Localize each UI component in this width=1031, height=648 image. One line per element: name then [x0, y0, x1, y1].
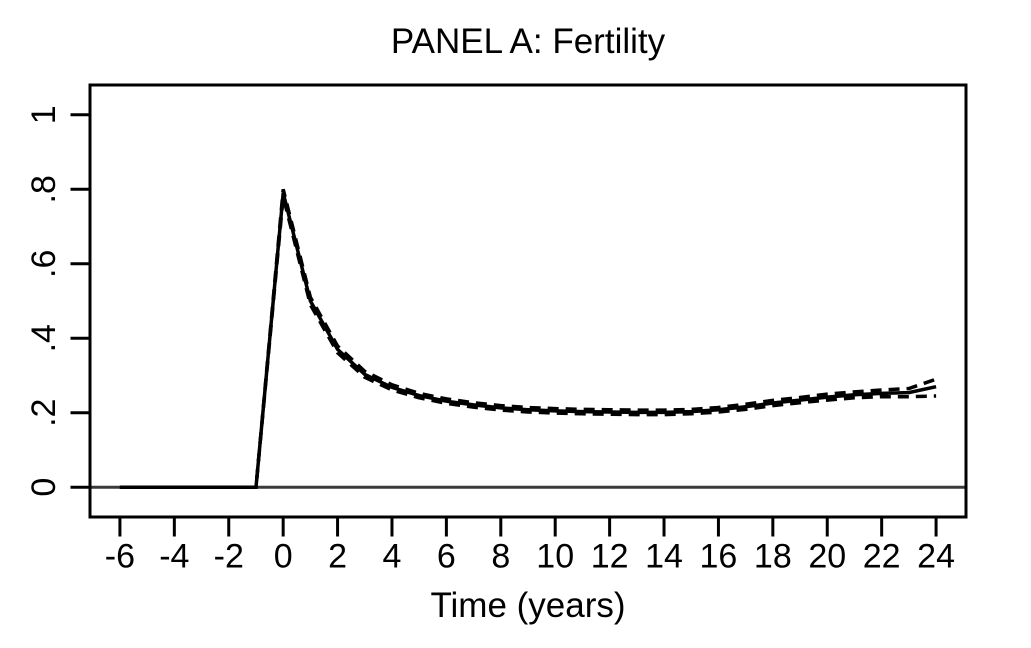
y-tick-label: .2	[25, 399, 63, 427]
x-tick-label: 8	[491, 538, 510, 576]
y-tick-label: .4	[25, 324, 63, 352]
x-tick-label: -2	[214, 538, 244, 576]
y-tick-label: .6	[25, 250, 63, 278]
x-tick-label: 0	[274, 538, 293, 576]
x-tick-label: 14	[645, 538, 683, 576]
y-tick-label: .8	[25, 175, 63, 203]
x-tick-label: -6	[105, 538, 135, 576]
y-tick-label: 1	[25, 105, 63, 124]
x-tick-label: 12	[591, 538, 629, 576]
x-tick-label: 4	[383, 538, 402, 576]
x-tick-label: 6	[437, 538, 456, 576]
series-line-lower-95-ci	[119, 196, 937, 489]
x-tick-label: 16	[700, 538, 738, 576]
series-line-point-estimate	[119, 192, 937, 489]
chart-title: PANEL A: Fertility	[390, 22, 666, 61]
plot-frame	[88, 83, 968, 519]
x-tick-label: 2	[328, 538, 347, 576]
series-line-upper-95-ci	[119, 188, 937, 489]
x-tick-label: 20	[808, 538, 846, 576]
y-tick-label: 0	[25, 478, 63, 497]
x-tick-label: 10	[536, 538, 574, 576]
x-tick-label: 18	[754, 538, 792, 576]
x-tick-label: 22	[863, 538, 901, 576]
x-axis-title: Time (years)	[430, 586, 626, 625]
x-tick-label: 24	[917, 538, 955, 576]
x-tick-label: -4	[159, 538, 189, 576]
